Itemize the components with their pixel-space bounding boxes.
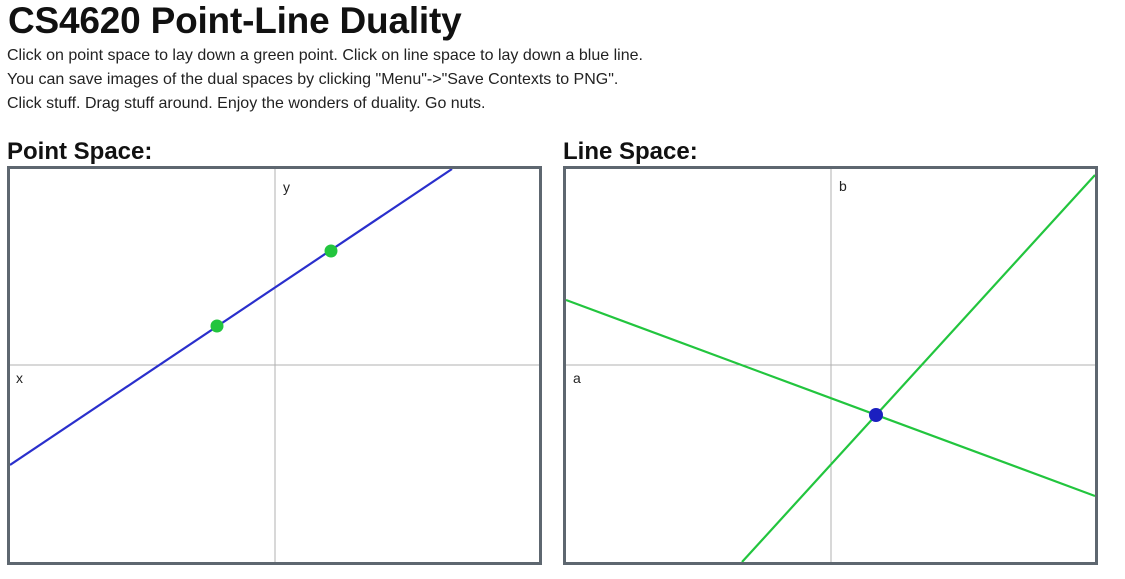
line-space-canvas[interactable]: b a: [563, 166, 1098, 565]
green-line[interactable]: [741, 174, 1095, 562]
line-space-title: Line Space:: [563, 138, 698, 165]
point-space-x-axis-label: x: [16, 370, 23, 386]
instructions: Click on point space to lay down a green…: [7, 44, 643, 116]
blue-point[interactable]: [869, 408, 883, 422]
page-title: CS4620 Point-Line Duality: [8, 0, 462, 41]
line-space-y-axis-label: b: [839, 178, 847, 194]
point-space-plot[interactable]: y x: [10, 169, 539, 562]
line-space-plot[interactable]: b a: [566, 169, 1095, 562]
point-space-title: Point Space:: [7, 138, 153, 165]
green-point[interactable]: [210, 319, 224, 333]
blue-line[interactable]: [10, 169, 453, 466]
point-space-y-axis-label: y: [283, 179, 290, 195]
green-point[interactable]: [324, 244, 338, 258]
green-line[interactable]: [566, 298, 1095, 498]
instruction-line: You can save images of the dual spaces b…: [7, 71, 619, 88]
instruction-line: Click on point space to lay down a green…: [7, 47, 643, 64]
line-space-x-axis-label: a: [573, 370, 581, 386]
point-space-canvas[interactable]: y x: [7, 166, 542, 565]
instruction-line: Click stuff. Drag stuff around. Enjoy th…: [7, 95, 486, 112]
